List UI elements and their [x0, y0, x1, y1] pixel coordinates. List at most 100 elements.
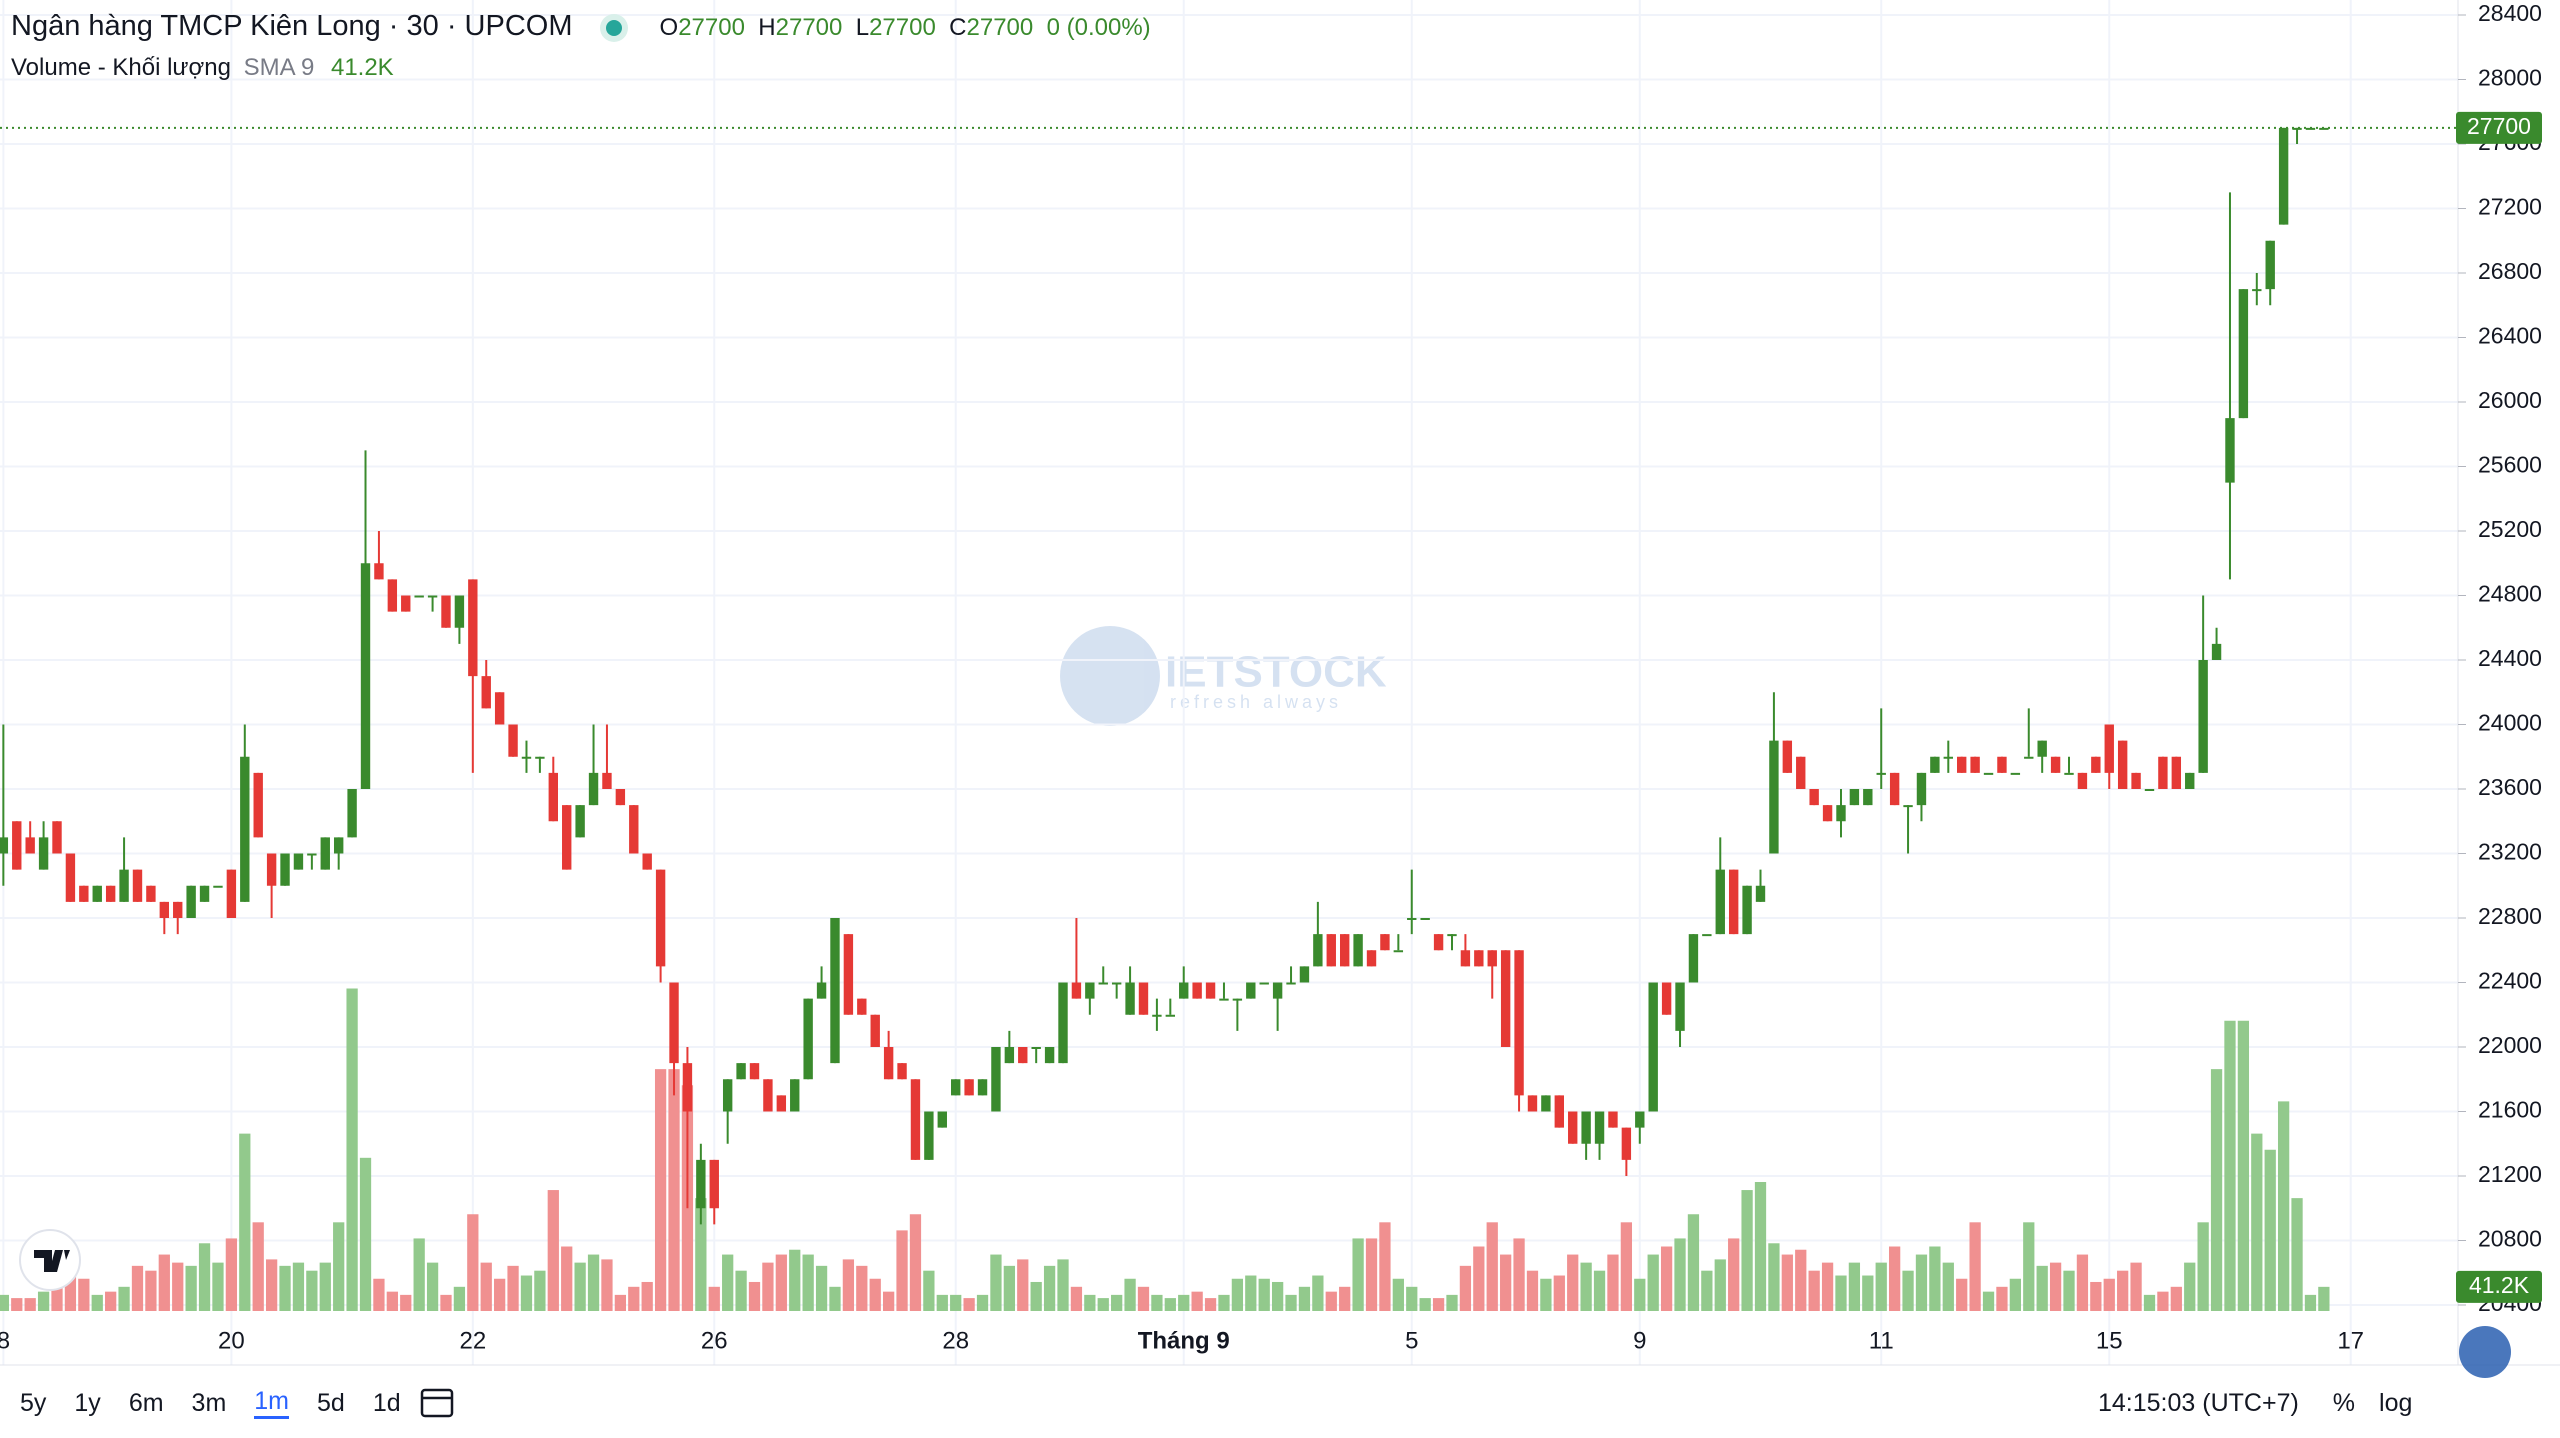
candle-body [1514, 950, 1524, 1096]
volume-bar [1513, 1238, 1525, 1311]
volume-bar [842, 1259, 855, 1311]
volume-bar [1781, 1254, 1793, 1311]
volume-bar [815, 1265, 828, 1311]
volume-bar [400, 1294, 412, 1311]
candle-body [1957, 756, 1967, 773]
candle-body [1863, 789, 1873, 806]
volume-sma: SMA 9 [243, 54, 315, 81]
volume-bar [1714, 1259, 1726, 1311]
volume-bar [1003, 1265, 1015, 1311]
candle-body [1541, 1095, 1551, 1112]
volume-bar [1580, 1262, 1592, 1311]
volume-bar [1486, 1222, 1498, 1311]
range-button[interactable]: 1d [372, 1388, 401, 1417]
volume-bar [1956, 1278, 1968, 1311]
volume-bar [2184, 1262, 2196, 1311]
volume-bar [1741, 1190, 1753, 1311]
candle-body [1058, 982, 1068, 1064]
candle-body [454, 595, 465, 628]
volume-bar [856, 1265, 868, 1311]
volume-bar [2304, 1294, 2317, 1311]
candle-body [749, 1063, 760, 1080]
volume-bar [1540, 1278, 1552, 1311]
log-toggle[interactable]: log [2379, 1388, 2413, 1417]
candle-body [92, 885, 102, 902]
volume-bar [1352, 1238, 1364, 1311]
candle-body [830, 918, 840, 1064]
candle-body [1903, 805, 1913, 808]
ohlc-value: 27700 [678, 14, 745, 41]
ohlc-value: 27700 [966, 14, 1034, 41]
y-tick-label: 28000 [2478, 65, 2542, 91]
candle-body [655, 869, 666, 967]
range-button[interactable]: 1m [254, 1387, 290, 1419]
volume-bar [1660, 1246, 1673, 1311]
volume-bar [1446, 1294, 1458, 1311]
ohlc-label: H [758, 14, 776, 41]
volume-bar [1419, 1298, 1431, 1311]
candle-body [562, 805, 572, 870]
volume-bar [1795, 1249, 1807, 1311]
candle-body [1822, 805, 1833, 822]
volume-bar [1459, 1265, 1472, 1311]
last-volume-box [2456, 1270, 2542, 1303]
candle-body [2292, 127, 2302, 130]
range-button[interactable]: 5y [20, 1388, 47, 1417]
candle-body [977, 1079, 988, 1096]
y-tick-label: 24800 [2478, 581, 2542, 607]
range-button[interactable]: 6m [128, 1388, 164, 1417]
volume-bar [990, 1254, 1002, 1311]
axes: 2040020800212002160022000224002280023200… [0, 0, 2542, 1354]
y-tick-label: 23600 [2478, 774, 2542, 800]
candle-body [924, 1111, 934, 1160]
volume-bar [1567, 1254, 1579, 1311]
candle-body [1299, 966, 1310, 983]
candle-body [1004, 1047, 1015, 1064]
candle-body [508, 724, 518, 757]
candle-body [1796, 756, 1806, 789]
volume-bar [413, 1238, 425, 1311]
range-button[interactable]: 5d [317, 1388, 345, 1417]
candle-body [883, 1047, 894, 1080]
candle-body [629, 805, 639, 854]
calendar-body[interactable] [420, 1388, 454, 1418]
candle-body [2104, 724, 2114, 773]
candle-body [2144, 789, 2155, 791]
tradingview-logo [19, 1229, 81, 1291]
volume-bar [762, 1262, 774, 1311]
volume-bar [1285, 1294, 1297, 1311]
candle-body [1702, 934, 1712, 937]
candle-body [52, 821, 62, 854]
candle-body [280, 853, 290, 886]
candle-body [1755, 885, 1766, 902]
candle-body [1205, 982, 1216, 999]
range-bar: 5y 1y 6m 3m 1m 5d 1d [20, 1380, 429, 1426]
volume-bar [2103, 1278, 2115, 1311]
candle-body [1125, 982, 1135, 1015]
candle-body [2211, 643, 2222, 660]
volume-bar [212, 1262, 224, 1311]
candle-body [2171, 756, 2182, 789]
candle-body [843, 934, 854, 1015]
volume-bar [547, 1190, 559, 1311]
volume-bar [118, 1286, 130, 1311]
candle-body [1997, 756, 2007, 773]
candle-body [360, 563, 371, 789]
candle-body [696, 1159, 706, 1209]
range-button[interactable]: 3m [191, 1388, 227, 1417]
range-button[interactable]: 1y [74, 1388, 101, 1417]
volume-bar [1902, 1270, 1914, 1311]
candle-body [964, 1079, 974, 1096]
calendar-icon[interactable] [420, 1388, 454, 1418]
volume-bar [1339, 1286, 1351, 1311]
volume-bar [51, 1286, 63, 1311]
candle-body [2238, 289, 2249, 419]
volume-value: 41.2K [330, 54, 394, 81]
candle-body [159, 901, 170, 918]
ohlc-label: O [659, 14, 679, 41]
candle-body [266, 853, 277, 886]
volume-bar [2090, 1281, 2102, 1311]
percent-toggle[interactable]: % [2332, 1388, 2356, 1417]
volume-bar [1298, 1286, 1311, 1311]
